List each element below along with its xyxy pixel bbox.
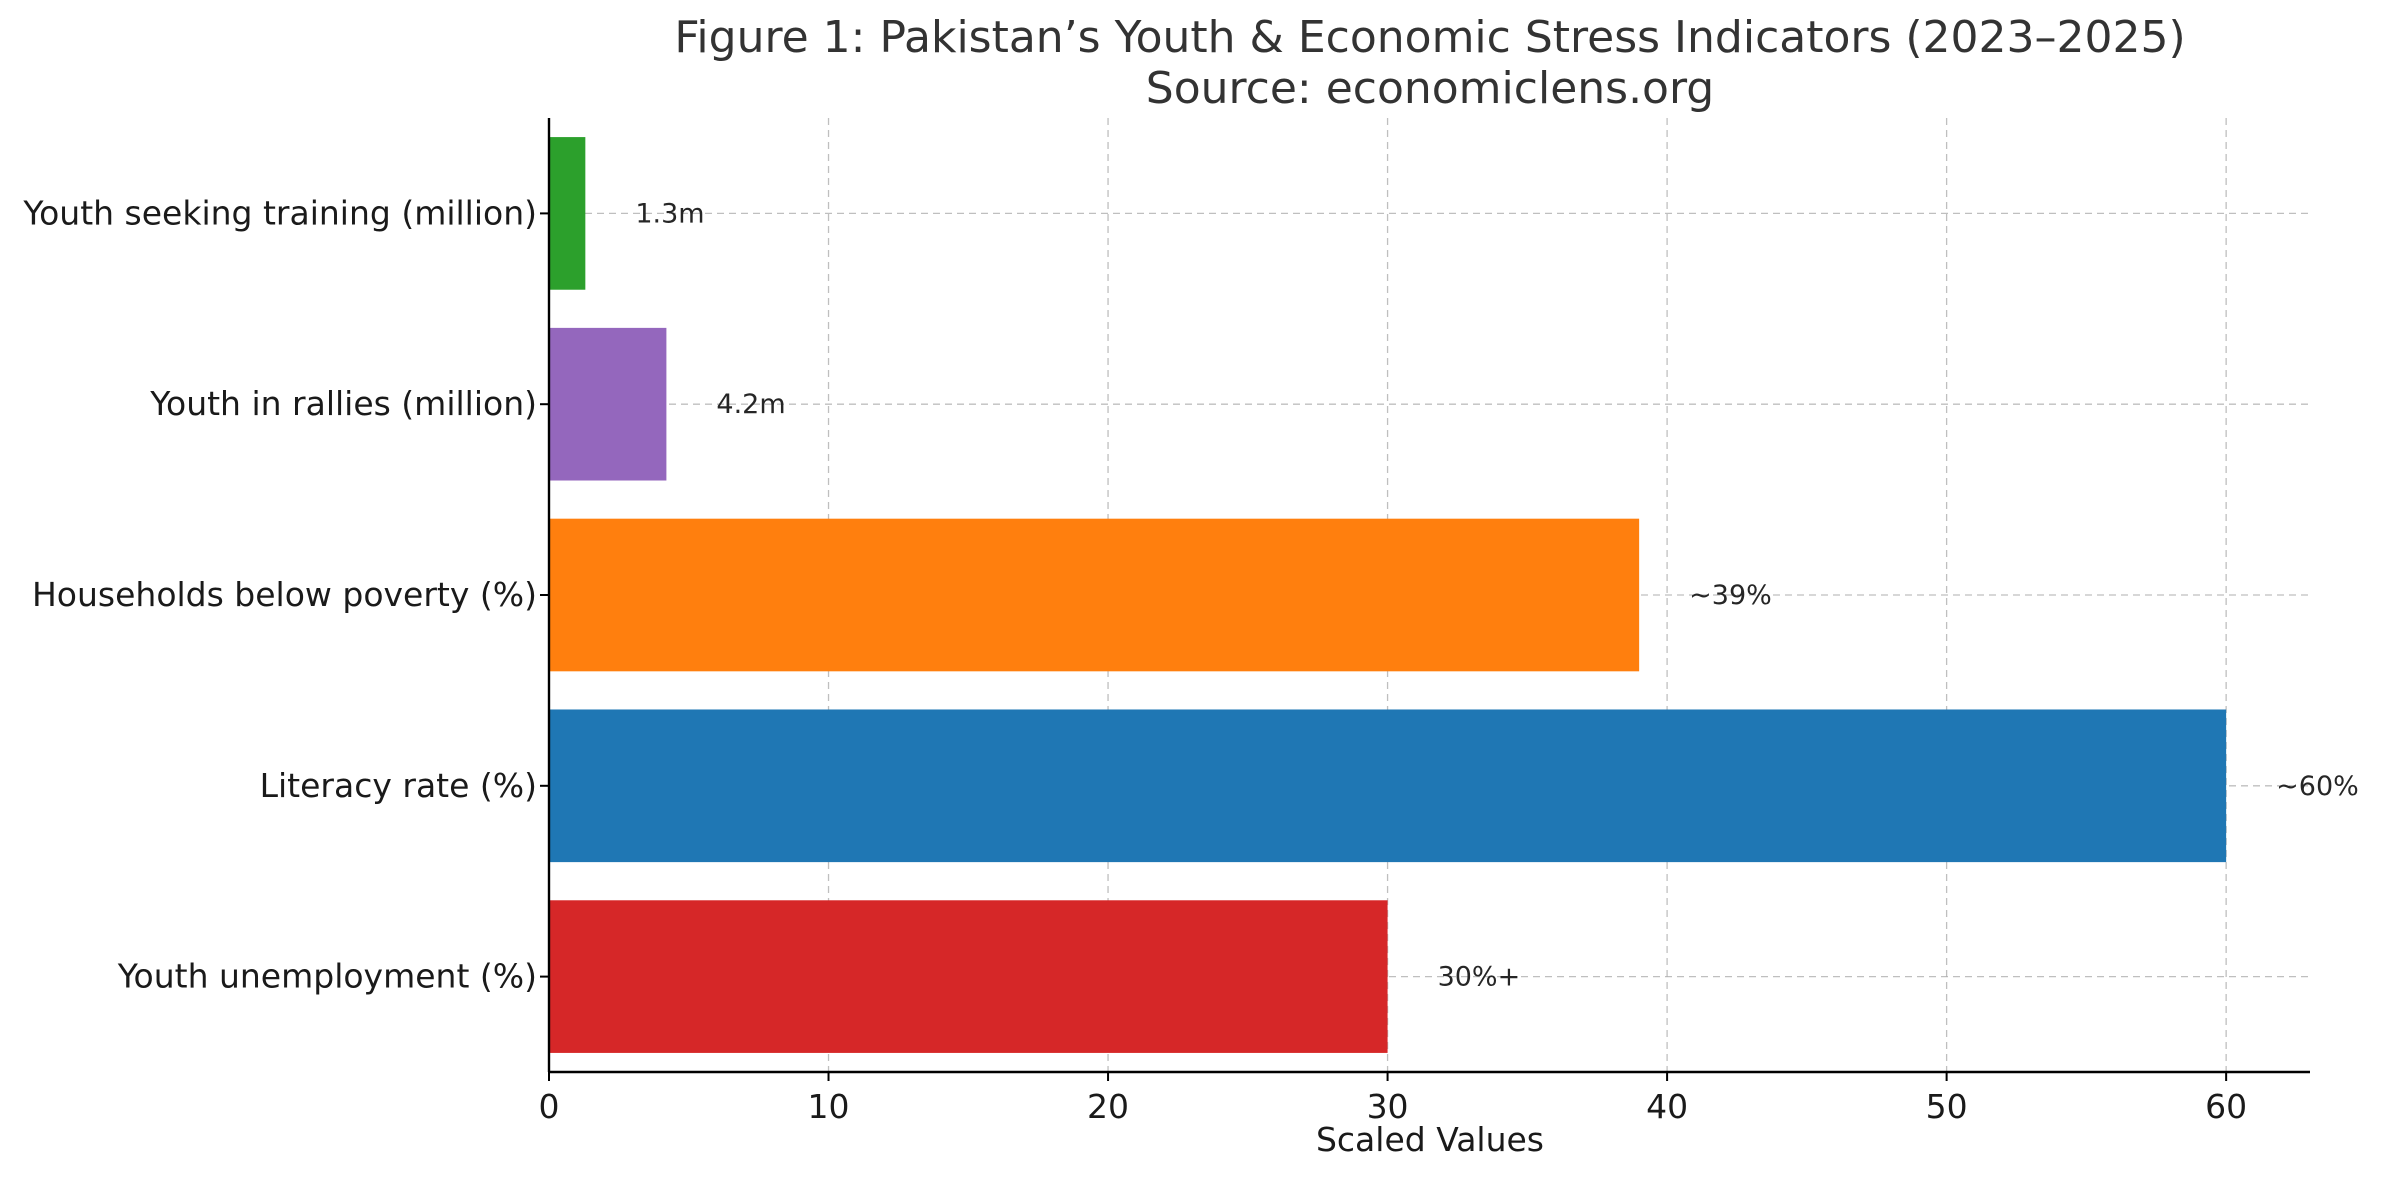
bars bbox=[549, 137, 2227, 1053]
bar bbox=[549, 137, 586, 290]
data-label: ~39% bbox=[1689, 580, 1772, 611]
bar bbox=[549, 709, 2227, 863]
bar bbox=[549, 900, 1388, 1053]
x-tick-label: 30 bbox=[1367, 1087, 1409, 1126]
data-label: 1.3m bbox=[635, 198, 704, 229]
x-tick-label: 10 bbox=[808, 1087, 850, 1126]
bar bbox=[549, 327, 667, 481]
y-tick-label: Youth in rallies (million) bbox=[149, 384, 537, 423]
x-tick-label: 50 bbox=[1926, 1087, 1968, 1126]
x-tick-label: 0 bbox=[539, 1087, 560, 1126]
x-axis-title: Scaled Values bbox=[1316, 1120, 1544, 1159]
ticks: 0 10 20 30 40 50 60 Youth unemployment (%) Liter… bbox=[22, 193, 2247, 1126]
data-labels: 30%+ ~60% ~39% 4.2m 1.3m bbox=[635, 198, 2358, 992]
y-tick-label: Youth seeking training (million) bbox=[22, 193, 537, 232]
y-tick-label: Households below poverty (%) bbox=[32, 575, 537, 614]
data-label: ~60% bbox=[2276, 771, 2359, 802]
bar bbox=[549, 518, 1640, 672]
x-tick-label: 60 bbox=[2205, 1087, 2247, 1126]
x-tick-label: 40 bbox=[1646, 1087, 1688, 1126]
data-label: 30%+ bbox=[1438, 962, 1521, 993]
data-label: 4.2m bbox=[716, 389, 785, 420]
y-tick-label: Youth unemployment (%) bbox=[117, 957, 537, 996]
chart-title: Figure 1: Pakistan’s Youth & Economic St… bbox=[674, 12, 2185, 63]
x-tick-label: 20 bbox=[1087, 1087, 1129, 1126]
y-tick-label: Literacy rate (%) bbox=[260, 766, 537, 805]
chart-subtitle: Source: economiclens.org bbox=[1146, 63, 1714, 114]
